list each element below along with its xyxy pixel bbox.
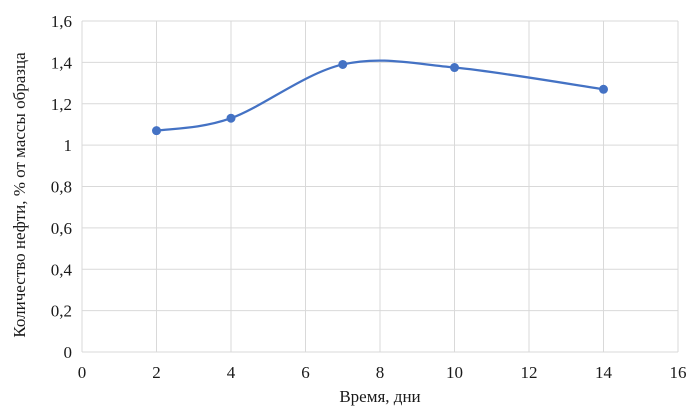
data-point-marker [450, 63, 459, 73]
series-line [155, 59, 605, 132]
y-tick-label: 0,2 [51, 302, 72, 321]
y-tick-labels: 0 0,2 0,4 0,6 0,8 1 1,2 1,4 1,6 [51, 12, 73, 362]
y-tick-label: 0,6 [51, 219, 72, 238]
y-tick-label: 0 [64, 343, 73, 362]
data-point-marker [599, 84, 608, 94]
data-point-marker [152, 126, 161, 136]
x-tick-label: 10 [446, 363, 463, 382]
y-tick-label: 1,4 [51, 53, 73, 72]
x-tick-label: 0 [78, 363, 87, 382]
data-point-marker [226, 113, 236, 123]
x-tick-label: 16 [670, 363, 687, 382]
y-tick-label: 1 [64, 136, 73, 155]
x-tick-label: 4 [227, 363, 236, 382]
x-tick-label: 12 [521, 363, 538, 382]
x-tick-labels: 0 2 4 6 8 10 12 14 16 [78, 363, 687, 382]
y-tick-label: 0,4 [51, 260, 73, 279]
grid-lines [81, 20, 679, 353]
y-tick-label: 0,8 [51, 178, 72, 197]
data-point-marker [338, 59, 348, 69]
series-layer [152, 59, 608, 136]
y-tick-label: 1,2 [51, 95, 72, 114]
x-tick-label: 2 [152, 363, 161, 382]
y-tick-label: 1,6 [51, 12, 72, 31]
x-axis-label: Время, дни [339, 387, 420, 406]
y-axis-label: Количество нефти, % от массы образца [10, 52, 29, 338]
x-tick-label: 6 [301, 363, 310, 382]
x-tick-label: 14 [595, 363, 613, 382]
x-tick-label: 8 [376, 363, 385, 382]
